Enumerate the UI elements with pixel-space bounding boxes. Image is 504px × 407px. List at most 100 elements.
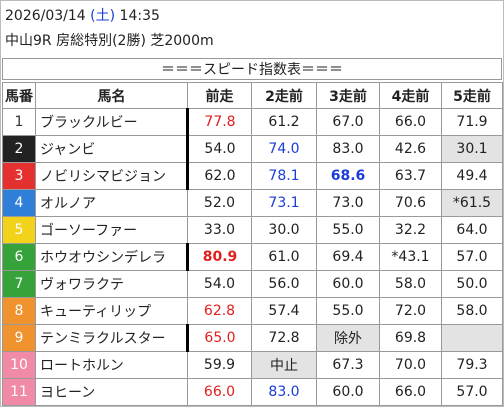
horse-name: ブラックルビー xyxy=(35,108,188,136)
header-row: 馬番 馬名 前走 2走前 3走前 4走前 5走前 xyxy=(2,82,503,109)
column-header: 4走前 xyxy=(379,82,442,109)
speed-index: 57.4 xyxy=(251,297,317,325)
speed-index: 66.0 xyxy=(379,378,442,406)
weekday: (土) xyxy=(90,8,116,24)
horse-row: 6 ホウオウシンデレラ 80.9 61.0 69.4 *43.1 57.0 xyxy=(2,243,503,271)
table-body: 1 ブラックルビー 77.8 61.2 67.0 66.0 71.9 2 ジャンビ 54.0 74.… xyxy=(2,108,503,406)
speed-index: 69.4 xyxy=(316,243,380,271)
column-header: 馬番 xyxy=(2,82,36,109)
column-header: 2走前 xyxy=(251,82,317,109)
speed-index: 57.0 xyxy=(441,243,503,271)
speed-index: 57.0 xyxy=(441,378,503,406)
horse-number: 6 xyxy=(2,243,36,271)
horse-row: 5 ゴーソーファー 33.0 30.0 55.0 32.2 64.0 xyxy=(2,216,503,244)
speed-index: 66.0 xyxy=(187,378,252,406)
horse-name: ノビリシマビジョン xyxy=(35,162,188,190)
speed-index: 61.2 xyxy=(251,108,317,136)
speed-index: 70.6 xyxy=(379,189,442,217)
horse-row: 11 ヨヒーン 66.0 83.0 60.0 66.0 57.0 xyxy=(2,378,503,406)
speed-index: 54.0 xyxy=(187,270,252,298)
horse-row: 4 オルノア 52.0 73.1 73.0 70.6 *61.5 xyxy=(2,189,503,217)
column-header: 3走前 xyxy=(316,82,380,109)
speed-index: 56.0 xyxy=(251,270,317,298)
time: 14:35 xyxy=(119,8,160,24)
horse-name: オルノア xyxy=(35,189,188,217)
horse-number: 10 xyxy=(2,351,36,379)
speed-index: 64.0 xyxy=(441,216,503,244)
speed-index: 中止 xyxy=(251,351,317,379)
horse-row: 7 ヴォワラクテ 54.0 56.0 60.0 58.0 50.0 xyxy=(2,270,503,298)
speed-index: 74.0 xyxy=(251,135,317,163)
horse-row: 9 テンミラクルスター 65.0 72.8 除外 69.8 xyxy=(2,324,503,352)
speed-index: 70.0 xyxy=(379,351,442,379)
speed-index: 67.3 xyxy=(316,351,380,379)
speed-index: 83.0 xyxy=(316,135,380,163)
speed-index: 72.8 xyxy=(251,324,317,352)
speed-index: 42.6 xyxy=(379,135,442,163)
column-header: 5走前 xyxy=(441,82,503,109)
horse-name: ホウオウシンデレラ xyxy=(35,243,188,271)
horse-row: 3 ノビリシマビジョン 62.0 78.1 68.6 63.7 49.4 xyxy=(2,162,503,190)
table-title: ＝＝＝スピード指数表＝＝＝ xyxy=(2,58,502,80)
horse-number: 1 xyxy=(2,108,36,136)
horse-number: 4 xyxy=(2,189,36,217)
speed-index: 71.9 xyxy=(441,108,503,136)
speed-index: 79.3 xyxy=(441,351,503,379)
horse-name: キューティリップ xyxy=(35,297,188,325)
horse-name: ロートホルン xyxy=(35,351,188,379)
speed-index: 50.0 xyxy=(441,270,503,298)
speed-index: 66.0 xyxy=(379,108,442,136)
speed-index: *61.5 xyxy=(441,189,503,217)
speed-table: 馬番 馬名 前走 2走前 3走前 4走前 5走前 1 ブラックルビー 77.8 61.2 67.0 6… xyxy=(2,82,503,406)
speed-index: 62.8 xyxy=(187,297,252,325)
speed-index: 30.0 xyxy=(251,216,317,244)
speed-index: 60.0 xyxy=(316,378,380,406)
speed-index: 61.0 xyxy=(251,243,317,271)
horse-name: ヴォワラクテ xyxy=(35,270,188,298)
speed-index xyxy=(441,324,503,352)
horse-name: テンミラクルスター xyxy=(35,324,188,352)
speed-index: 30.1 xyxy=(441,135,503,163)
speed-index: 78.1 xyxy=(251,162,317,190)
speed-index: 83.0 xyxy=(251,378,317,406)
horse-name: ヨヒーン xyxy=(35,378,188,406)
speed-index: 72.0 xyxy=(379,297,442,325)
header-line: 2026/03/14 (土) 14:35 xyxy=(5,7,160,25)
speed-index: 65.0 xyxy=(186,324,252,352)
speed-index: 58.0 xyxy=(441,297,503,325)
horse-name: ジャンビ xyxy=(35,135,188,163)
speed-index: 49.4 xyxy=(441,162,503,190)
speed-index: 59.9 xyxy=(187,351,252,379)
speed-index: 73.1 xyxy=(251,189,317,217)
column-header: 前走 xyxy=(187,82,252,109)
speed-index: 68.6 xyxy=(316,162,380,190)
date: 2026/03/14 xyxy=(5,8,86,24)
speed-index: 除外 xyxy=(316,324,380,352)
horse-number: 5 xyxy=(2,216,36,244)
horse-number: 7 xyxy=(2,270,36,298)
speed-index: 55.0 xyxy=(316,216,380,244)
speed-index: 63.7 xyxy=(379,162,442,190)
speed-index: 67.0 xyxy=(316,108,380,136)
horse-name: ゴーソーファー xyxy=(35,216,188,244)
column-header: 馬名 xyxy=(35,82,188,109)
horse-number: 2 xyxy=(2,135,36,163)
speed-index: 77.8 xyxy=(186,108,252,136)
speed-index: 33.0 xyxy=(187,216,252,244)
speed-index: *43.1 xyxy=(379,243,442,271)
horse-row: 2 ジャンビ 54.0 74.0 83.0 42.6 30.1 xyxy=(2,135,503,163)
race-info: 中山9R 房総特別(2勝) 芝2000m xyxy=(5,33,214,49)
speed-index: 54.0 xyxy=(186,135,252,163)
speed-index: 60.0 xyxy=(316,270,380,298)
speed-index: 62.0 xyxy=(186,162,252,190)
speed-index: 69.8 xyxy=(379,324,442,352)
horse-number: 9 xyxy=(2,324,36,352)
speed-index: 52.0 xyxy=(187,189,252,217)
horse-number: 11 xyxy=(2,378,36,406)
speed-index: 80.9 xyxy=(186,243,252,271)
speed-index: 73.0 xyxy=(316,189,380,217)
horse-number: 3 xyxy=(2,162,36,190)
horse-row: 10 ロートホルン 59.9 中止 67.3 70.0 79.3 xyxy=(2,351,503,379)
speed-index: 32.2 xyxy=(379,216,442,244)
